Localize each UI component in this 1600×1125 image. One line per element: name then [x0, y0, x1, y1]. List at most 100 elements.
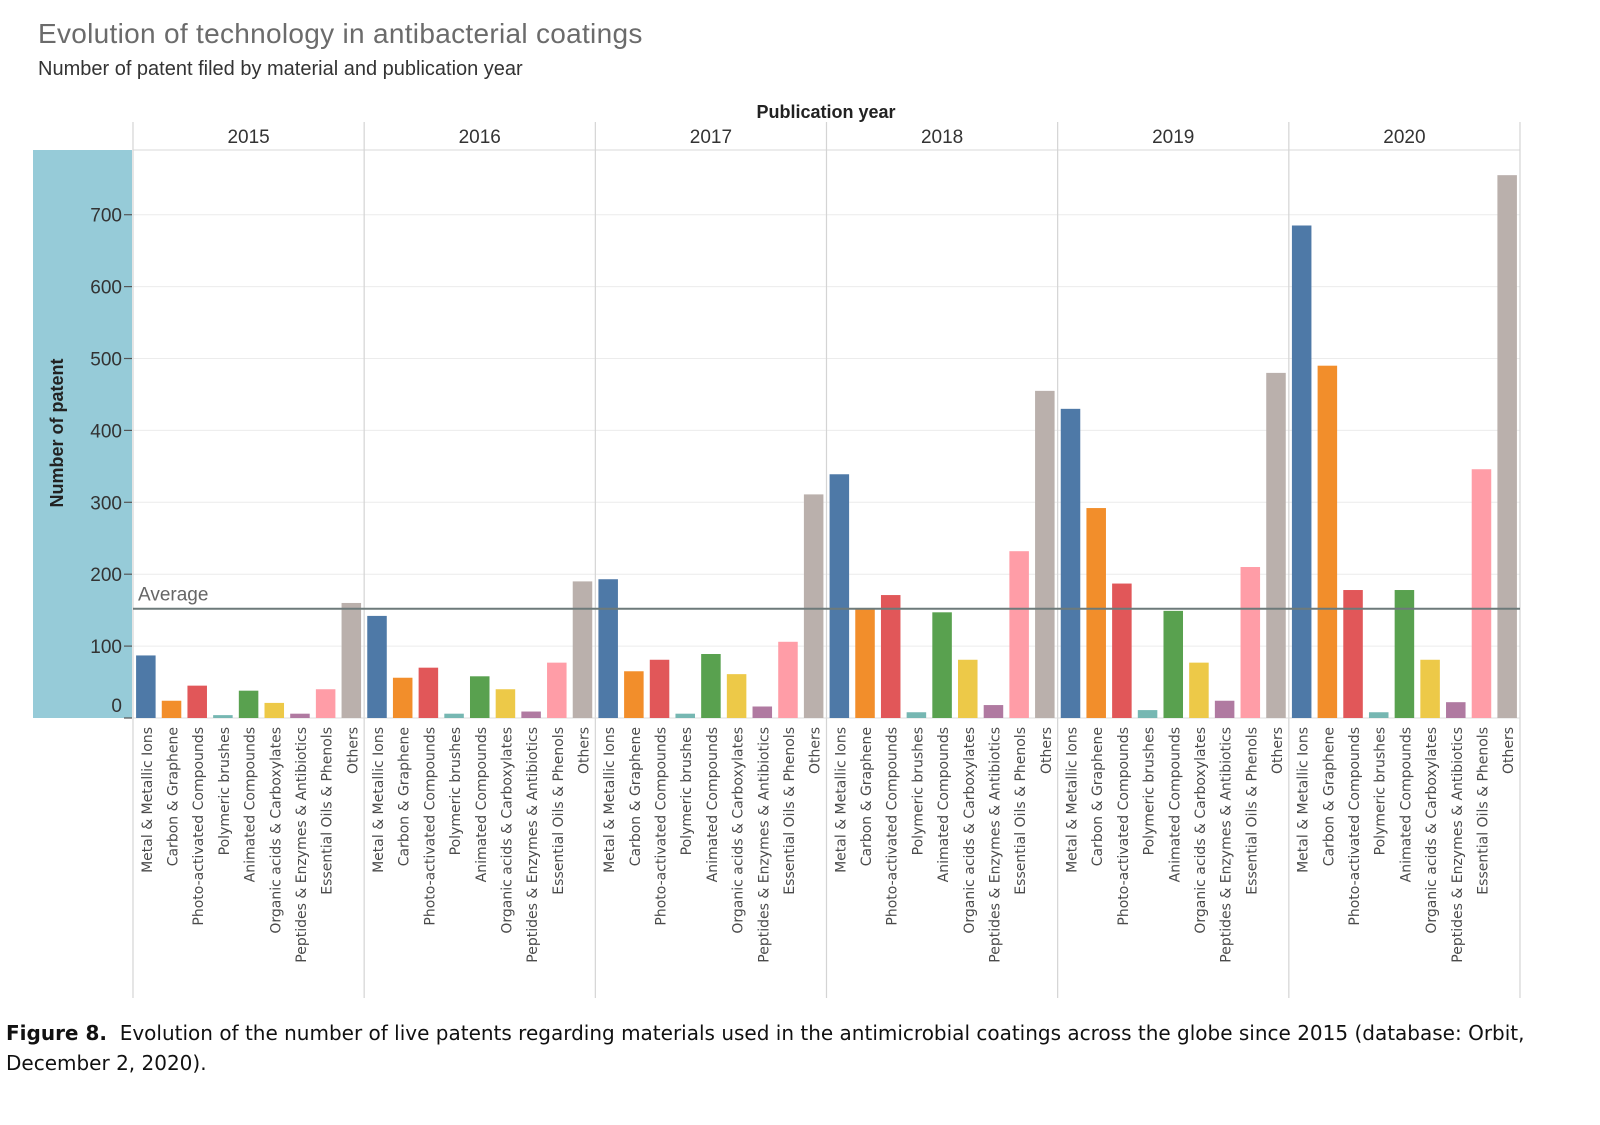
bar-2016-3: [418, 667, 439, 718]
category-label: Peptides & Enzymes & Antibiotics: [294, 727, 310, 963]
y-tick-label: 600: [90, 278, 122, 299]
y-axis-label: Number of patent: [47, 358, 67, 507]
year-headers: 2015 2016 2017 2018 2019 2020: [227, 127, 1425, 148]
category-label: Peptides & Enzymes & Antibiotics: [987, 727, 1003, 963]
bar-2020-9: [1497, 175, 1517, 718]
bar-2019-7: [1214, 700, 1235, 718]
category-label: Carbon & Graphene: [628, 727, 644, 866]
category-label: Organic acids & Carboxylates: [499, 727, 515, 934]
category-label: Essential Oils & Phenols: [320, 727, 336, 895]
category-label: Peptides & Enzymes & Antibiotics: [1219, 727, 1235, 963]
bar-2016-6: [495, 689, 516, 718]
category-label: Photo-activated Compounds: [422, 727, 438, 926]
category-label: Animated Compounds: [705, 727, 721, 882]
bar-2016-1: [367, 615, 387, 718]
bar-2019-8: [1240, 567, 1261, 718]
bar-2015-1: [136, 655, 156, 718]
bar-2015-3: [187, 685, 207, 718]
bar-2020-5: [1394, 590, 1415, 718]
category-label: Peptides & Enzymes & Antibiotics: [756, 727, 772, 963]
bar-2015-9: [341, 602, 362, 718]
bar-2017-8: [778, 641, 798, 718]
chart-subtitle: Number of patent filed by material and p…: [38, 58, 523, 80]
bar-2016-8: [547, 662, 567, 718]
year-panels: [132, 122, 1521, 998]
bar-2020-2: [1317, 365, 1338, 718]
bar-2017-6: [726, 674, 747, 718]
category-label: Others: [345, 727, 361, 774]
bar-2019-2: [1086, 508, 1106, 718]
bar-2020-1: [1291, 225, 1312, 719]
bar-2018-1: [829, 474, 850, 718]
category-label: Photo-activated Compounds: [191, 727, 207, 926]
category-label: Carbon & Graphene: [166, 727, 182, 866]
bar-2017-7: [752, 706, 773, 718]
y-tick-label: 200: [90, 565, 122, 586]
category-label: Essential Oils & Phenols: [1013, 727, 1029, 895]
bar-2015-4: [213, 715, 233, 718]
bar-2019-6: [1189, 662, 1209, 718]
category-label: Photo-activated Compounds: [654, 727, 670, 926]
bar-2017-2: [624, 671, 644, 718]
bars: [136, 175, 1517, 719]
category-label: Others: [1039, 727, 1055, 774]
category-label: Carbon & Graphene: [1321, 727, 1337, 866]
category-label: Carbon & Graphene: [397, 727, 413, 866]
y-tick-label: 700: [90, 206, 122, 227]
category-label: Polymeric brushes: [1373, 727, 1389, 855]
category-labels: Metal & Metallic Ions Carbon & Graphene Ph…: [140, 727, 1517, 963]
figure-caption: Figure 8. Evolution of the number of liv…: [6, 1018, 1594, 1078]
bar-2018-8: [1009, 551, 1029, 718]
category-label: Polymeric brushes: [448, 727, 464, 855]
bar-2016-4: [444, 713, 464, 718]
category-label: Carbon & Graphene: [1090, 727, 1106, 866]
bar-2018-9: [1035, 390, 1055, 718]
bar-2017-9: [803, 494, 824, 718]
category-label: Organic acids & Carboxylates: [268, 727, 284, 934]
bar-2020-6: [1420, 659, 1440, 718]
bar-2019-1: [1060, 408, 1081, 718]
category-label: Animated Compounds: [1167, 727, 1183, 882]
bar-2015-8: [315, 689, 336, 718]
category-label: Metal & Metallic Ions: [1065, 727, 1081, 873]
bar-2015-5: [238, 690, 259, 718]
y-ticks: 0 100 200 300 400 500 600 700: [90, 206, 132, 719]
year-header-2019: 2019: [1152, 127, 1194, 148]
bar-2020-4: [1368, 712, 1389, 718]
category-label: Photo-activated Compounds: [885, 727, 901, 926]
bar-2015-6: [264, 702, 285, 718]
bar-2018-6: [958, 659, 978, 718]
category-label: Animated Compounds: [1398, 727, 1414, 882]
year-header-2020: 2020: [1383, 127, 1425, 148]
bar-2019-4: [1137, 710, 1158, 718]
bar-2017-3: [649, 659, 670, 718]
category-label: Polymeric brushes: [1142, 727, 1158, 855]
category-label: Polymeric brushes: [679, 727, 695, 855]
category-label: Others: [1270, 727, 1286, 774]
category-label: Photo-activated Compounds: [1347, 727, 1363, 926]
category-label: Others: [808, 727, 824, 774]
year-header-2017: 2017: [690, 127, 732, 148]
bar-2020-3: [1343, 590, 1363, 718]
category-label: Organic acids & Carboxylates: [1193, 727, 1209, 934]
bar-2018-3: [880, 595, 901, 718]
bar-2017-5: [701, 654, 721, 718]
bar-2018-7: [983, 705, 1004, 718]
year-header-2018: 2018: [921, 127, 963, 148]
bar-2020-7: [1446, 702, 1466, 718]
bar-2019-5: [1163, 610, 1184, 718]
category-label: Others: [576, 727, 592, 774]
category-label: Essential Oils & Phenols: [1475, 727, 1491, 895]
category-label: Metal & Metallic Ions: [833, 727, 849, 873]
caption-text: Evolution of the number of live patents …: [6, 1021, 1525, 1075]
bar-2016-7: [521, 711, 541, 718]
y-axis-band: [33, 150, 132, 718]
bar-2018-4: [906, 712, 927, 718]
bar-2019-9: [1266, 372, 1286, 718]
category-label: Peptides & Enzymes & Antibiotics: [1450, 727, 1466, 963]
category-label: Essential Oils & Phenols: [551, 727, 567, 895]
bar-2016-2: [392, 677, 413, 718]
column-header: Publication year: [756, 102, 895, 122]
bar-2018-5: [932, 612, 952, 718]
category-label: Organic acids & Carboxylates: [1424, 727, 1440, 934]
